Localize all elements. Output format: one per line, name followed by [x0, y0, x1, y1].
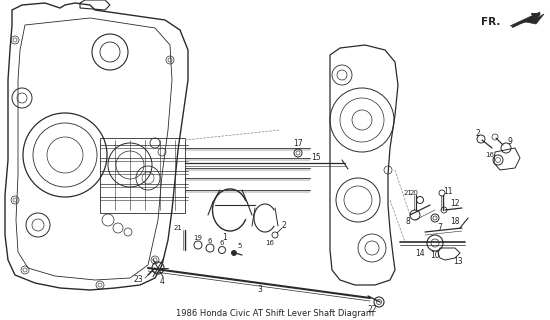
- Bar: [100, 138, 185, 213]
- Text: 11: 11: [443, 188, 453, 196]
- Text: 18: 18: [450, 218, 460, 227]
- Text: 16: 16: [266, 240, 274, 246]
- Text: 21: 21: [174, 225, 183, 231]
- Text: 17: 17: [293, 139, 303, 148]
- Text: 13: 13: [453, 258, 463, 267]
- Text: 7: 7: [438, 223, 442, 233]
- Polygon shape: [510, 12, 544, 26]
- Text: 1986 Honda Civic AT Shift Lever Shaft Diagram: 1986 Honda Civic AT Shift Lever Shaft Di…: [176, 309, 374, 318]
- Text: 2: 2: [476, 129, 480, 138]
- Text: 5: 5: [238, 243, 242, 249]
- Text: 1: 1: [223, 234, 227, 243]
- Text: 12: 12: [450, 198, 460, 207]
- Text: 21: 21: [404, 190, 412, 196]
- Text: 6: 6: [220, 240, 224, 246]
- Text: 9: 9: [508, 138, 513, 147]
- Text: 19: 19: [194, 235, 202, 241]
- Text: 22: 22: [367, 306, 377, 315]
- Text: 20: 20: [410, 190, 419, 196]
- Text: 3: 3: [257, 285, 262, 294]
- Text: 15: 15: [311, 153, 321, 162]
- Text: 14: 14: [415, 250, 425, 259]
- Text: 2: 2: [282, 220, 287, 229]
- Text: 8: 8: [406, 218, 410, 227]
- Text: 4: 4: [160, 277, 164, 286]
- Text: 16: 16: [486, 152, 494, 158]
- Circle shape: [232, 251, 236, 255]
- Text: FR.: FR.: [481, 17, 500, 27]
- Text: 23: 23: [133, 276, 143, 284]
- Text: 10: 10: [430, 252, 440, 260]
- Text: 6: 6: [208, 238, 212, 244]
